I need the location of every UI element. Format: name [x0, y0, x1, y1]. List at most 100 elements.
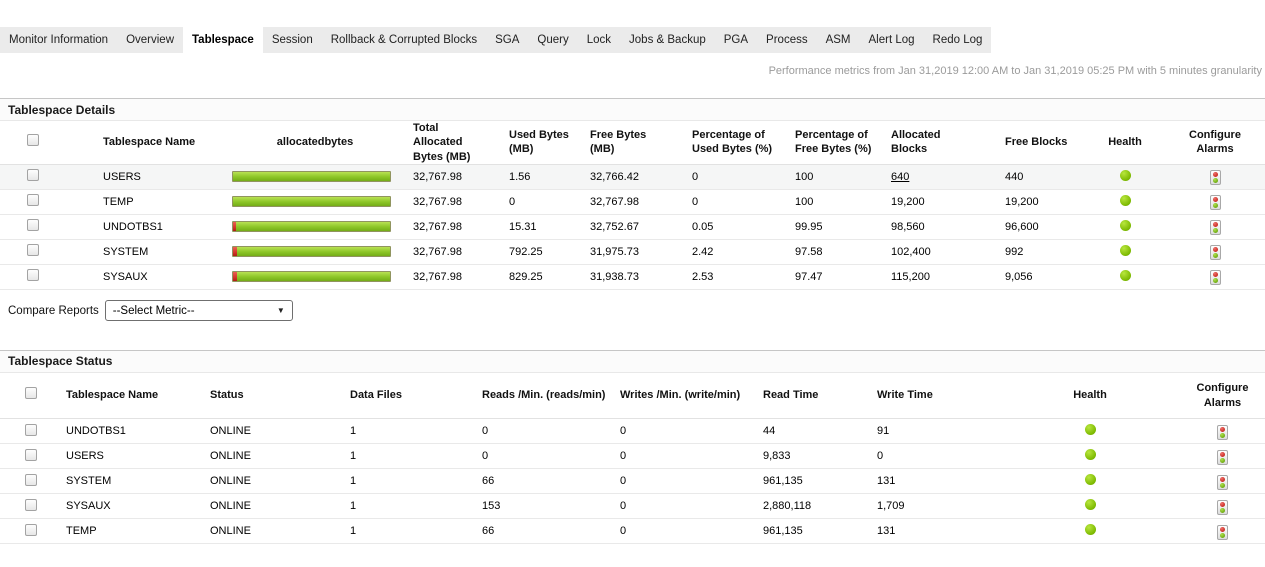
col-read-time: Read Time [752, 372, 868, 420]
col-status: Status [200, 372, 340, 420]
tab-jobs-backup[interactable]: Jobs & Backup [629, 34, 706, 46]
pct-used: 0.05 [685, 214, 790, 240]
health-ok-icon [1119, 169, 1131, 181]
configure-alarms-icon[interactable] [1209, 170, 1221, 186]
reads-per-min: 66 [470, 518, 612, 545]
pct-used: 0 [685, 189, 790, 215]
alarm-red-dot-icon [1220, 526, 1225, 532]
select-all-checkbox[interactable] [27, 134, 39, 147]
col-total-allocated-bytes: Total Allocated Bytes (MB) [405, 121, 500, 165]
row-checkbox[interactable] [25, 473, 37, 486]
top-spacer [0, 0, 1265, 27]
row-checkbox[interactable] [27, 219, 39, 232]
status-header-row: Tablespace Name Status Data Files Reads … [0, 372, 1265, 420]
data-files: 1 [340, 468, 470, 495]
table-row: SYSAUX ONLINE 1 153 0 2,880,118 1,709 [0, 493, 1265, 520]
table-row: UNDOTBS1 32,767.98 15.31 32,752.67 0.05 … [0, 214, 1265, 240]
reads-per-min: 0 [470, 443, 612, 470]
used-bytes-bar-segment [233, 272, 237, 282]
write-time: 131 [868, 518, 1000, 545]
health-ok-icon [1119, 244, 1131, 256]
tab-query[interactable]: Query [537, 34, 569, 46]
free-blocks: 9,056 [1000, 264, 1085, 290]
alarm-red-dot-icon [1220, 476, 1225, 482]
configure-alarms-icon[interactable] [1217, 524, 1228, 540]
alarm-green-dot-icon [1220, 457, 1225, 463]
tab-bar: Monitor Information Overview Tablespace … [0, 27, 992, 53]
configure-alarms-icon[interactable] [1209, 220, 1221, 236]
tab-overview[interactable]: Overview [126, 34, 175, 46]
pct-used: 0 [685, 164, 790, 190]
row-checkbox[interactable] [27, 244, 39, 257]
data-files: 1 [340, 418, 470, 445]
free-mb: 32,766.42 [585, 164, 685, 190]
tablespace-name: SYSAUX [88, 264, 225, 290]
allocated-bytes-bar [232, 271, 391, 283]
alarm-green-dot-icon [1220, 532, 1225, 538]
tablespace-name: SYSAUX [55, 493, 200, 520]
allocated-bytes-bar [232, 196, 391, 208]
row-checkbox[interactable] [25, 498, 37, 511]
tab-pga[interactable]: PGA [723, 34, 749, 46]
allocated-bytes-bar [232, 221, 391, 233]
writes-per-min: 0 [612, 443, 752, 470]
read-time: 961,135 [752, 518, 868, 545]
row-checkbox[interactable] [27, 269, 39, 282]
tab-redo-log[interactable]: Redo Log [932, 34, 983, 46]
row-checkbox[interactable] [25, 448, 37, 461]
table-row: USERS ONLINE 1 0 0 9,833 0 [0, 443, 1265, 470]
tab-asm[interactable]: ASM [825, 34, 851, 46]
row-checkbox[interactable] [25, 523, 37, 536]
tab-monitor-information[interactable]: Monitor Information [9, 34, 109, 46]
data-files: 1 [340, 443, 470, 470]
tab-tablespace[interactable]: Tablespace [183, 27, 263, 53]
status-value: ONLINE [200, 418, 340, 445]
row-checkbox[interactable] [25, 423, 37, 436]
configure-alarms-icon[interactable] [1217, 424, 1228, 440]
tablespace-name: UNDOTBS1 [88, 214, 225, 240]
free-blocks: 440 [1000, 164, 1085, 190]
alarm-green-dot-icon [1212, 178, 1218, 184]
metric-select[interactable]: --Select Metric-- ▼ [104, 300, 293, 322]
writes-per-min: 0 [612, 493, 752, 520]
details-header-row: Tablespace Name allocatedbytes Total All… [0, 121, 1265, 165]
tab-process[interactable]: Process [766, 34, 808, 46]
reads-per-min: 66 [470, 468, 612, 495]
tablespace-name: TEMP [88, 189, 225, 215]
row-checkbox[interactable] [27, 169, 39, 182]
pct-free: 99.95 [790, 214, 885, 240]
configure-alarms-icon[interactable] [1217, 474, 1228, 490]
free-mb: 31,938.73 [585, 264, 685, 290]
free-blocks: 19,200 [1000, 189, 1085, 215]
configure-alarms-icon[interactable] [1209, 270, 1221, 286]
tab-lock[interactable]: Lock [586, 34, 612, 46]
allocated-bytes-bar [232, 246, 391, 258]
total-allocated-mb: 32,767.98 [405, 214, 500, 240]
health-ok-icon [1119, 219, 1131, 231]
configure-alarms-icon[interactable] [1217, 499, 1228, 515]
row-checkbox[interactable] [27, 194, 39, 207]
col-tablespace-name: Tablespace Name [88, 121, 225, 165]
table-row: SYSTEM ONLINE 1 66 0 961,135 131 [0, 468, 1265, 495]
metric-select-value: --Select Metric-- [112, 304, 195, 317]
configure-alarms-icon[interactable] [1217, 449, 1228, 465]
writes-per-min: 0 [612, 468, 752, 495]
health-ok-icon [1084, 474, 1096, 486]
col-health: Health [1000, 372, 1180, 420]
write-time: 91 [868, 418, 1000, 445]
tab-session[interactable]: Session [271, 34, 313, 46]
alarm-red-dot-icon [1212, 222, 1218, 228]
configure-alarms-icon[interactable] [1209, 195, 1221, 211]
tablespace-name: SYSTEM [55, 468, 200, 495]
configure-alarms-icon[interactable] [1209, 245, 1221, 261]
allocated-blocks-link[interactable]: 640 [891, 170, 910, 183]
col-used-bytes: Used Bytes (MB) [500, 121, 585, 165]
section-title: Tablespace Details [8, 102, 116, 117]
col-configure-alarms: Configure Alarms [1180, 372, 1265, 420]
alarm-red-dot-icon [1212, 172, 1218, 178]
tab-alert-log[interactable]: Alert Log [868, 34, 915, 46]
select-all-checkbox[interactable] [25, 387, 37, 400]
tab-sga[interactable]: SGA [495, 34, 520, 46]
alarm-green-dot-icon [1212, 203, 1218, 209]
tab-rollback-corrupted-blocks[interactable]: Rollback & Corrupted Blocks [330, 34, 478, 46]
